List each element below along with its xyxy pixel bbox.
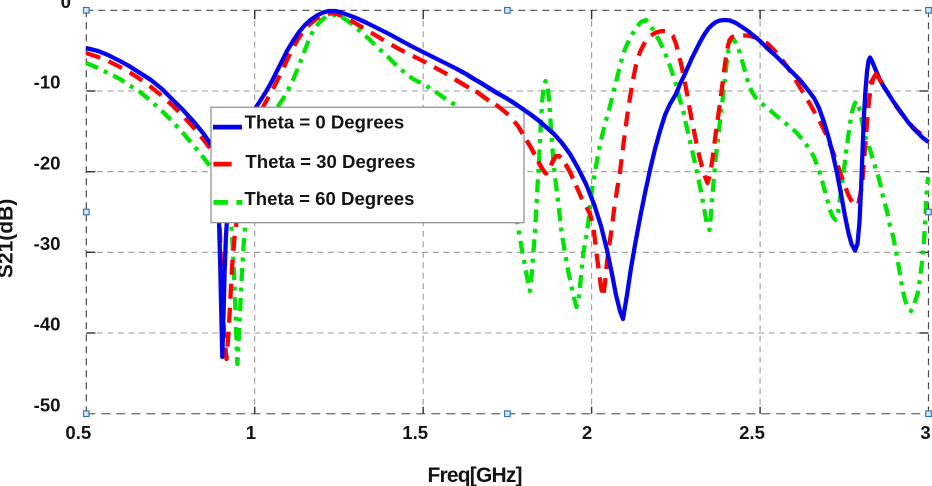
svg-text:Theta = 60 Degrees: Theta = 60 Degrees (244, 188, 414, 209)
svg-text:Theta = 30 Degrees: Theta = 30 Degrees (245, 151, 415, 172)
svg-text:0: 0 (61, 0, 71, 12)
svg-text:2: 2 (582, 422, 592, 443)
svg-text:S21(dB): S21(dB) (0, 199, 18, 278)
svg-text:1.5: 1.5 (402, 422, 428, 443)
svg-text:Theta = 0 Degrees: Theta = 0 Degrees (245, 112, 405, 133)
svg-text:-40: -40 (34, 314, 61, 335)
svg-text:-10: -10 (34, 72, 61, 93)
svg-text:0.5: 0.5 (65, 422, 91, 443)
svg-text:-20: -20 (34, 152, 61, 173)
svg-text:Freq[GHz]: Freq[GHz] (427, 464, 521, 486)
svg-text:1: 1 (246, 422, 256, 443)
svg-text:-50: -50 (34, 394, 61, 415)
svg-text:-30: -30 (34, 233, 61, 254)
svg-text:2.5: 2.5 (739, 422, 765, 443)
svg-text:3: 3 (920, 422, 930, 443)
